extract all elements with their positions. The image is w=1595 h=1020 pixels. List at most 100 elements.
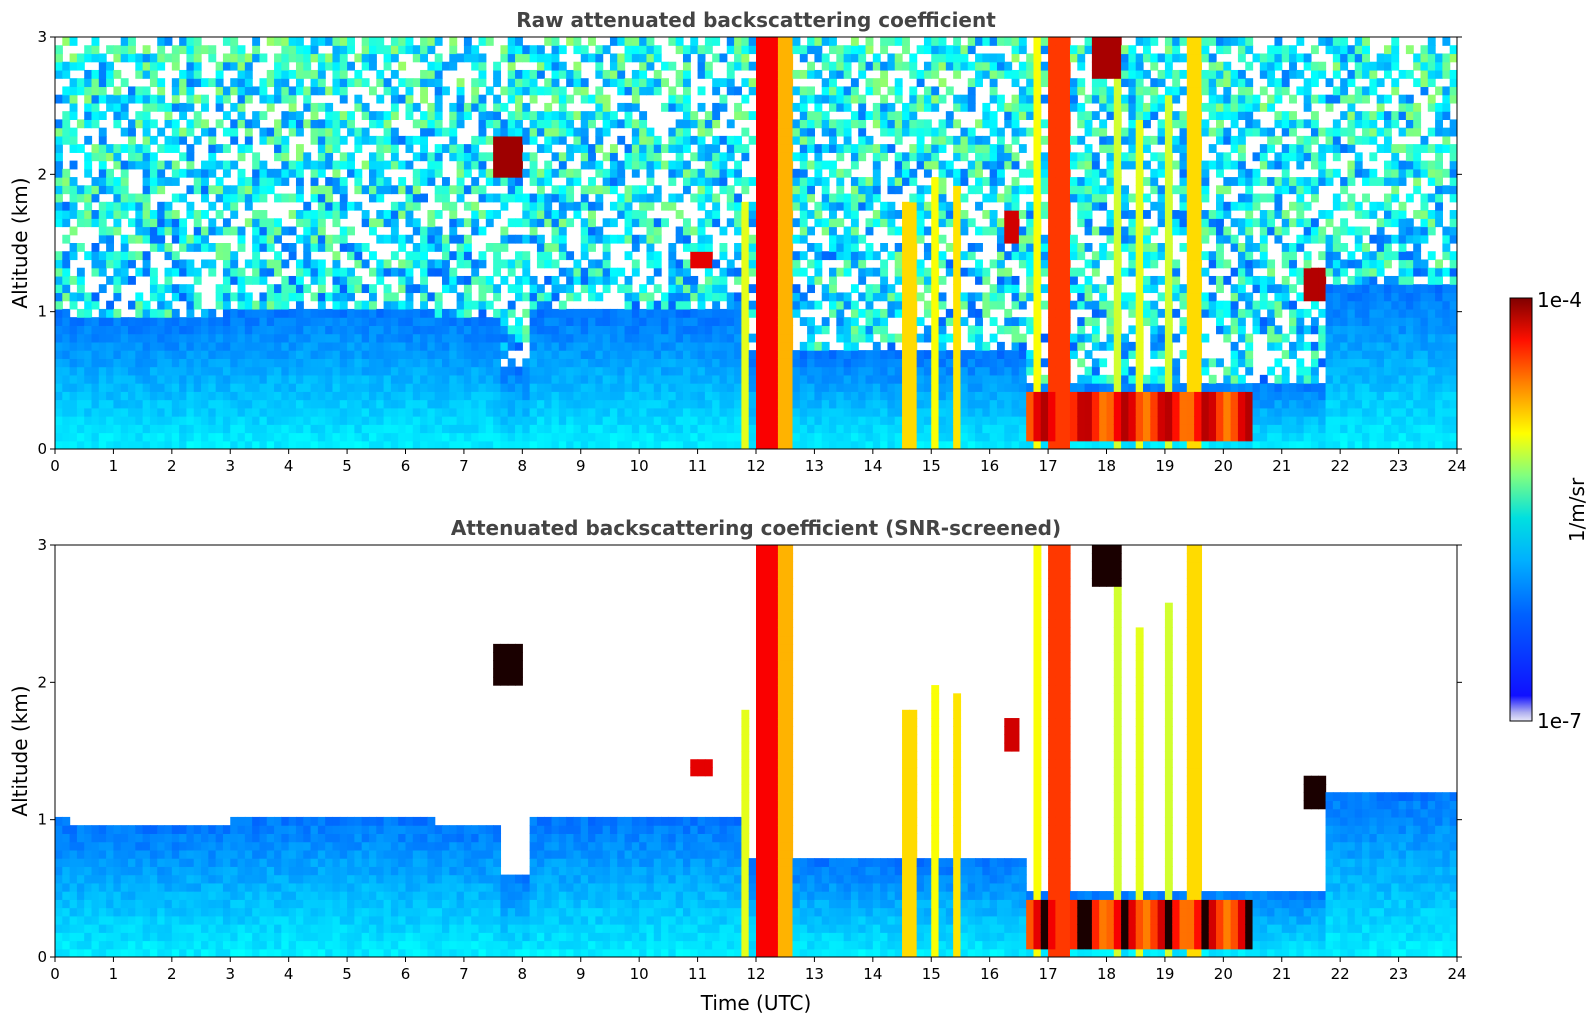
heatmap-cell	[142, 350, 151, 359]
heatmap-cell	[62, 234, 71, 244]
heatmap-cell	[347, 243, 355, 252]
heatmap-cell	[507, 53, 516, 63]
heatmap-cell	[558, 201, 567, 211]
heatmap-cell	[945, 374, 954, 384]
heatmap-cell	[902, 424, 910, 434]
heatmap-cell	[317, 127, 326, 137]
heatmap-cell	[631, 325, 640, 335]
heatmap-cell	[471, 144, 480, 153]
heatmap-cell	[98, 185, 107, 195]
heatmap-cell	[449, 440, 458, 449]
heatmap-cell	[938, 391, 947, 401]
heatmap-cell	[799, 127, 808, 137]
heatmap-cell	[609, 218, 618, 228]
heatmap-cell	[179, 111, 188, 120]
heatmap-cell	[661, 391, 669, 401]
heatmap-cell	[661, 160, 669, 170]
heatmap-cell	[106, 78, 115, 88]
heatmap-cell	[84, 210, 93, 219]
heatmap-cell	[573, 168, 582, 178]
heatmap-cell	[682, 308, 691, 318]
heatmap-cell	[222, 440, 231, 449]
heatmap-cell	[266, 325, 275, 335]
heatmap-cell	[135, 333, 144, 343]
heatmap-cell	[259, 168, 268, 178]
heatmap-cell	[748, 218, 757, 228]
heatmap-cell	[617, 86, 626, 96]
heatmap-cell	[536, 325, 545, 335]
heatmap-cell	[945, 53, 954, 63]
heatmap-cell	[726, 300, 735, 310]
heatmap-cell	[295, 275, 304, 285]
heatmap-cell	[376, 267, 385, 277]
heatmap-cell	[463, 160, 472, 170]
heatmap-cell	[858, 333, 867, 343]
heatmap-cell	[186, 37, 195, 46]
heatmap-cell	[807, 226, 816, 236]
heatmap-cell	[617, 78, 626, 88]
heatmap-cell	[420, 243, 428, 252]
heatmap-cell	[726, 341, 735, 351]
heatmap-cell	[609, 308, 618, 318]
heatmap-cell	[807, 119, 816, 129]
heatmap-cell	[128, 407, 136, 417]
heatmap-cell	[164, 341, 173, 351]
heatmap-cell	[631, 424, 640, 434]
heatmap-cell	[266, 416, 275, 425]
heatmap-cell	[697, 61, 706, 71]
heatmap-cell	[120, 234, 129, 244]
heatmap-cell	[697, 325, 706, 335]
heatmap-cell	[420, 333, 428, 343]
heatmap-cell	[76, 308, 85, 318]
heatmap-cell	[98, 333, 107, 343]
heatmap-cell	[814, 37, 823, 46]
heatmap-cell	[646, 350, 655, 359]
heatmap-cell	[515, 325, 523, 335]
heatmap-cell	[814, 160, 823, 170]
heatmap-cell	[456, 416, 465, 425]
heatmap-cell	[690, 407, 699, 417]
heatmap-cell	[792, 366, 801, 376]
heatmap-cell	[843, 407, 852, 417]
heatmap-cell	[515, 135, 523, 145]
heatmap-cell	[281, 391, 290, 401]
heatmap-cell	[339, 399, 348, 409]
heatmap-cell	[777, 366, 786, 376]
heatmap-cell	[931, 374, 940, 384]
heatmap-cell	[748, 416, 757, 425]
heatmap-cell	[975, 160, 983, 170]
heatmap-cell	[653, 193, 662, 203]
heatmap-cell	[135, 366, 144, 376]
heatmap-cell	[274, 144, 282, 153]
heatmap-cell	[588, 160, 596, 170]
heatmap-cell	[785, 152, 794, 162]
heatmap-cell	[580, 407, 589, 417]
heatmap-cell	[383, 407, 392, 417]
heatmap-cell	[602, 325, 611, 335]
heatmap-cell	[201, 407, 209, 417]
heatmap-cell	[807, 86, 816, 96]
heatmap-cell	[398, 333, 407, 343]
heatmap-cell	[91, 366, 100, 376]
heatmap-cell	[682, 177, 691, 186]
heatmap-cell	[420, 399, 428, 409]
heatmap-cell	[872, 185, 881, 195]
heatmap-cell	[106, 325, 115, 335]
heatmap-cell	[631, 366, 640, 376]
heatmap-cell	[390, 374, 399, 384]
heatmap-cell	[536, 69, 545, 79]
heatmap-cell	[478, 424, 487, 434]
heatmap-cell	[639, 135, 648, 145]
heatmap-cell	[303, 391, 312, 401]
heatmap-cell	[661, 424, 669, 434]
heatmap-cell	[566, 399, 575, 409]
heatmap-cell	[339, 69, 348, 79]
heatmap-cell	[332, 168, 341, 178]
heatmap-cell	[872, 399, 881, 409]
heatmap-cell	[931, 135, 940, 145]
heatmap-cell	[332, 432, 341, 442]
heatmap-cell	[741, 399, 750, 409]
heatmap-cell	[953, 210, 962, 219]
heatmap-cell	[84, 341, 93, 351]
heatmap-cell	[230, 391, 239, 401]
